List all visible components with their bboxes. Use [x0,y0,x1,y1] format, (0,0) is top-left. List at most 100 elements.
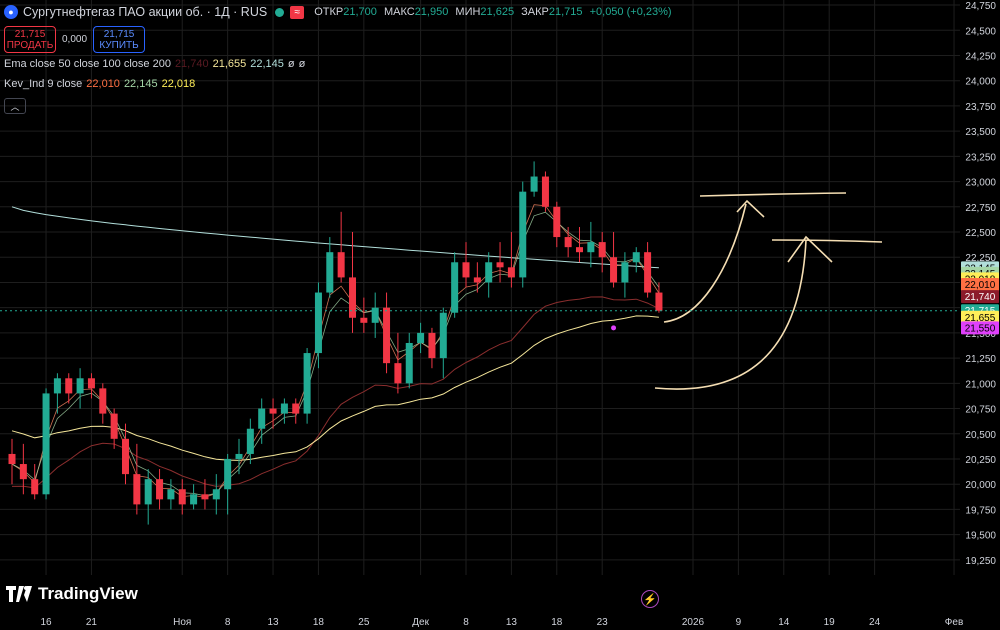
candle-body [201,494,209,500]
candle-body [314,292,322,354]
candle-body [178,489,186,505]
candle-body [405,342,413,384]
price-tick-label: 23,000 [965,178,996,189]
candle-body [65,378,73,394]
price-tick-label: 23,250 [965,152,996,163]
kev-line [11,204,660,498]
indicator-value: 21,655 [212,58,247,70]
candle-body [280,403,288,414]
indicator-name: Ema close 50 close 100 close 200 [4,58,171,70]
tradingview-logo-icon [6,586,32,602]
user-drawings [654,192,883,390]
symbol-title[interactable]: Сургутнефтегаз ПАО акции об. · 1Д · RUS [23,5,268,19]
time-tick-label: 2026 [682,617,705,628]
candle-body [87,378,95,389]
candle-body [541,176,549,207]
candle-body [337,252,345,278]
candle-body [383,307,391,364]
candle-body [428,332,436,359]
time-tick-label: 16 [40,617,52,628]
drawn-arrow-head-1 [736,199,765,218]
candle-body [655,292,663,311]
tradingview-logo: TradingView [6,584,138,604]
candle-body [167,489,175,500]
candles [8,161,663,525]
candle-body [485,262,493,283]
candle-body [8,453,16,465]
candle-body [53,378,61,394]
candle-body [133,474,141,505]
time-tick-label: 8 [463,617,469,628]
candle-body [122,438,129,475]
price-label: 21,655 [965,313,996,324]
price-label-box [961,321,999,335]
drawn-arrow-up-1 [663,203,747,323]
candle-body [610,257,618,283]
candle-body [576,247,583,253]
price-labels: 22,14522,14522,01822,01021,74021,71521,6… [961,261,999,335]
indicator-value: ø [298,58,306,70]
candle-body [246,428,254,454]
lightning-icon[interactable]: ⚡ [641,590,659,608]
marker-dot [611,325,617,331]
time-tick-label: 13 [267,617,279,628]
stock-logo-icon: ● [4,5,18,19]
drawn-arrow-head-2 [787,235,833,263]
time-tick-label: 9 [736,617,742,628]
price-tick-label: 22,250 [965,253,996,264]
candle-body [496,262,504,268]
price-tick-label: 23,750 [965,102,996,113]
price-tick-label: 21,500 [965,329,996,340]
price-tick-label: 24,750 [965,1,996,12]
time-axis: 16 21 Ноя 8 13 18 25 Дек 8 13 18 23 2026 9 14 19 24 Фев [40,617,963,628]
candle-body [564,237,572,248]
ema-lines [11,204,660,498]
time-tick-label: 23 [597,617,609,628]
indicator-value: ø [287,58,295,70]
price-tick-label: 22,750 [965,203,996,214]
price-label: 21,550 [965,323,996,334]
indicator-value: 22,018 [161,78,196,90]
candle-body [417,332,425,343]
candle-body [144,479,152,505]
candle-body [303,353,311,414]
indicator-value: 22,145 [123,78,158,90]
time-tick-label: 25 [358,617,370,628]
price-label-box [961,277,999,291]
candle-body [451,262,459,313]
time-tick-label: 18 [313,617,325,628]
candle-body [530,176,538,192]
candle-body [371,307,379,323]
price-label: 21,740 [965,292,996,303]
indicator-value: 22,145 [250,58,284,70]
time-tick-label: 8 [225,617,231,628]
price-tick-label: 20,750 [965,405,996,416]
price-tick-label: 20,250 [965,455,996,466]
price-tick-label: 20,000 [965,480,996,491]
candle-body [269,408,277,414]
price-tick-label: 19,750 [965,505,996,516]
indicator-kev[interactable]: Kev_Ind 9 close 22,010 22,145 22,018 [4,78,199,90]
ema-line-200 [11,206,659,269]
time-tick-label: 14 [778,617,790,628]
sell-button[interactable]: 21,715 ПРОДАТЬ [4,26,56,53]
price-label-box [961,310,999,324]
price-tick-label: 21,250 [965,354,996,365]
wave-icon[interactable]: ≈ [290,5,305,19]
indicator-value: 22,010 [86,78,120,90]
chevron-up-icon[interactable]: ︿ [4,98,26,114]
candle-body [507,267,515,278]
chart-grid [0,0,960,575]
price-tick-label: 24,500 [965,26,996,37]
price-tick-label: 19,500 [965,531,996,542]
candle-body [349,277,356,318]
price-tick-label: 22,500 [965,228,996,239]
candle-body [76,378,84,394]
buy-button[interactable]: 21,715 КУПИТЬ [93,26,146,53]
spread-value: 0,000 [62,34,88,45]
candle-body [632,252,640,263]
market-status-icon [275,7,285,17]
indicator-ema[interactable]: Ema close 50 close 100 close 200 21,740 21… [4,58,309,70]
time-tick-label: Фев [945,617,963,628]
